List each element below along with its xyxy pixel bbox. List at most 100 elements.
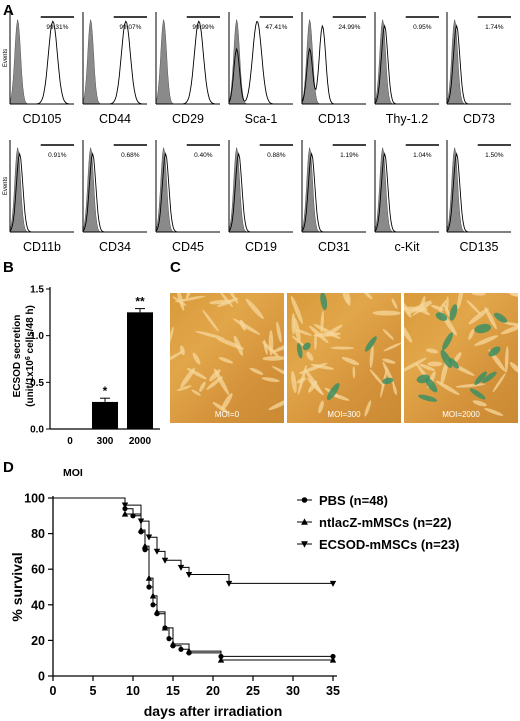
cell-shape [318, 400, 324, 414]
stained-cell [440, 350, 453, 368]
cell-shape [364, 400, 372, 417]
survival-curve [53, 497, 333, 584]
bar-y-tick-label: 1.0 [30, 331, 44, 342]
percent-label: 99.31% [46, 24, 68, 31]
survival-point [121, 502, 129, 509]
survival-y-tick-label: 0 [38, 670, 45, 684]
cell-shape [192, 352, 201, 365]
microscopy-image-moi-2000: MOI=2000 [404, 293, 518, 423]
stained-cell [493, 312, 508, 323]
stained-cell [469, 388, 486, 400]
cell-shape [176, 293, 185, 311]
cell-shape [268, 398, 284, 411]
isotype-histogram [155, 147, 220, 233]
cell-shape [297, 364, 307, 395]
cell-shape [472, 400, 487, 407]
cell-shape [191, 389, 201, 396]
cell-shape [404, 357, 427, 373]
isotype-histogram [9, 147, 74, 233]
percent-label: 1.74% [485, 24, 504, 31]
survival-y-tick-label: 60 [31, 563, 45, 577]
cell-shape [221, 393, 233, 411]
cell-shape [245, 298, 264, 320]
percent-label: 47.41% [265, 24, 287, 31]
cell-shape [391, 298, 398, 310]
marker-label: CD135 [460, 240, 499, 254]
stained-cell [448, 357, 460, 369]
cell-shape [330, 346, 355, 350]
marker-label: CD31 [318, 240, 350, 254]
percent-label: 1.04% [413, 152, 432, 159]
significance-marker: ** [135, 295, 145, 309]
photo-label: MOI=0 [214, 410, 240, 419]
bar-category-label: 300 [97, 436, 114, 447]
isotype-histogram [155, 19, 220, 105]
survival-curve [53, 497, 333, 661]
percent-label: 0.40% [194, 152, 213, 159]
survival-point [137, 526, 145, 533]
percent-label: 0.91% [48, 152, 67, 159]
photo-label: MOI=2000 [442, 410, 480, 419]
percent-label: 0.68% [121, 152, 140, 159]
stained-cell [416, 374, 431, 384]
survival-x-tick-label: 5 [90, 684, 97, 698]
percent-label: 24.99% [338, 24, 360, 31]
bar [127, 312, 153, 429]
survival-point [185, 571, 193, 578]
cell-shape [392, 383, 398, 396]
ecsod-bar-chart: ECSOD secretion (unit/1x106 cells/48 h) … [12, 285, 160, 447]
marker-label: CD34 [99, 240, 131, 254]
cell-shape [468, 328, 475, 340]
isotype-histogram [374, 19, 439, 105]
survival-point [145, 574, 153, 581]
stained-cell [326, 383, 340, 401]
cell-shape [341, 356, 360, 366]
cell-shape [307, 378, 324, 396]
cell-shape [435, 380, 460, 396]
cell-shape [276, 321, 282, 343]
legend-label: ntlacZ-mMSCs (n=22) [319, 515, 452, 530]
survival-x-tick-label: 0 [50, 684, 57, 698]
survival-point [161, 624, 169, 631]
marker-label: CD45 [172, 240, 204, 254]
cell-shape [195, 330, 225, 340]
cell-shape [427, 361, 443, 367]
cell-shape [382, 328, 394, 340]
cell-shape [320, 310, 324, 334]
cell-shape [369, 344, 374, 368]
microscopy-image-moi-0: MOI=0 [170, 293, 284, 423]
bar-ylabel-line2: (unit/1x106 cells/48 h) [25, 305, 37, 407]
bar-ylabel-line1: ECSOD secretion [12, 315, 23, 398]
isotype-histogram [446, 147, 511, 233]
isotype-histogram [301, 147, 366, 233]
cell-shape [500, 324, 518, 335]
cell-shape [170, 350, 185, 365]
survival-y-axis-title: % survival [9, 552, 25, 621]
cell-shape [325, 324, 343, 337]
stained-cell [442, 332, 453, 351]
percent-label: 0.95% [413, 24, 432, 31]
survival-y-tick-label: 20 [31, 634, 45, 648]
percent-label: 1.19% [340, 152, 359, 159]
survival-y-tick-label: 100 [24, 492, 45, 506]
stained-cell [474, 323, 492, 334]
isotype-histogram [82, 147, 147, 233]
cell-shape [172, 296, 187, 306]
legend-label: ECSOD-mMSCs (n=23) [319, 537, 460, 552]
survival-x-tick-label: 15 [166, 684, 180, 698]
cell-shape [454, 352, 462, 363]
cell-shape [291, 312, 296, 335]
marker-label: Thy-1.2 [386, 112, 428, 126]
stained-cell [320, 293, 328, 310]
cell-shape [199, 381, 206, 392]
cell-shape [406, 300, 432, 315]
survival-point [153, 608, 161, 615]
cell-shape [228, 293, 239, 304]
survival-point [146, 584, 152, 590]
stained-cell [302, 342, 311, 351]
marker-label: CD105 [23, 112, 62, 126]
cell-shape [213, 368, 230, 396]
marker-label: CD11b [23, 240, 61, 254]
cell-shape [440, 359, 449, 385]
marker-label: CD29 [172, 112, 204, 126]
